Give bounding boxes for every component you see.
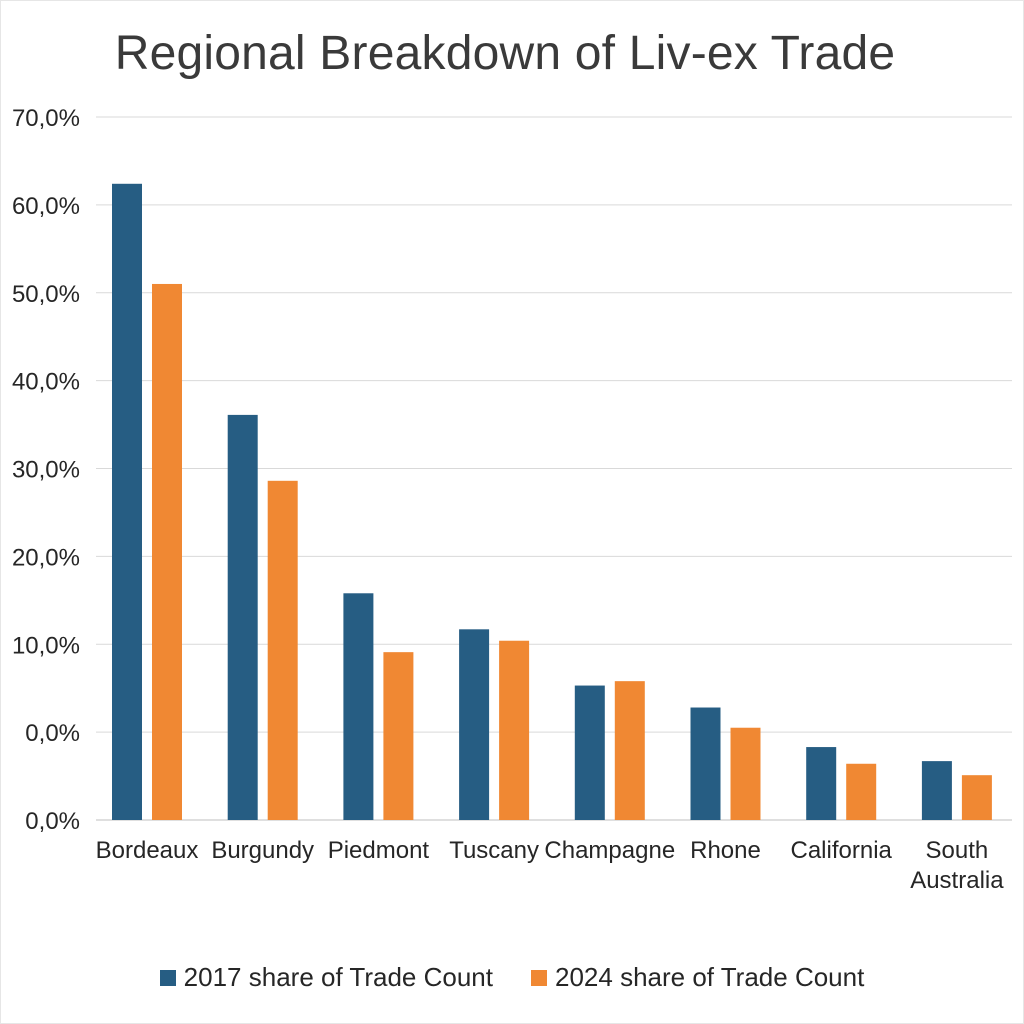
x-category-label: Rhone: [690, 837, 761, 864]
x-category-label: Piedmont: [328, 837, 430, 864]
legend-swatch-2024: [531, 969, 547, 986]
x-category-label: Bordeaux: [96, 837, 199, 864]
bar-2024-california: [846, 763, 877, 820]
legend-item-2017: 2017 share of Trade Count: [159, 962, 493, 993]
y-axis-tick-labels: 0,0% 0,0% 10,0% 20,0% 30,0% 40,0% 50,0% 60,0% 70…: [12, 105, 80, 835]
chart-title: Regional Breakdown of Liv-ex Trade: [114, 27, 896, 80]
legend-swatch-2017: [159, 969, 176, 986]
y-tick-label: 20,0%: [12, 544, 80, 571]
bar-2024-south-australia: [961, 775, 992, 820]
bar-2024-piedmont: [383, 652, 414, 820]
x-category-label: Champagne: [544, 837, 675, 864]
legend: 2017 share of Trade Count 2024 share of …: [0, 962, 1024, 993]
legend-item-2024: 2024 share of Trade Count: [531, 962, 864, 993]
legend-label-2024: 2024 share of Trade Count: [555, 962, 865, 992]
bar-2017-tuscany: [459, 629, 490, 820]
bar-2017-bordeaux: [112, 183, 142, 820]
x-category-label: South Australia: [910, 837, 1004, 894]
bar-2017-rhone: [690, 707, 721, 820]
y-tick-label: 10,0%: [12, 632, 80, 659]
y-tick-label: 40,0%: [12, 369, 80, 396]
bar-2024-bordeaux: [152, 283, 182, 820]
bar-2017-champagne: [574, 685, 605, 820]
bars: [112, 183, 992, 820]
bar-2017-piedmont: [343, 593, 374, 820]
bar-2024-tuscany: [499, 640, 530, 820]
bar-2017-burgundy: [227, 414, 258, 820]
bar-2017-california: [806, 747, 837, 820]
y-tick-label: 60,0%: [12, 193, 80, 220]
y-tick-label: 70,0%: [12, 105, 80, 132]
bar-2017-south-australia: [921, 761, 952, 820]
legend-label-2017: 2017 share of Trade Count: [183, 962, 493, 992]
y-tick-label: 0,0%: [25, 808, 80, 835]
x-category-label: Tuscany: [449, 837, 539, 864]
y-tick-label: 30,0%: [12, 457, 80, 484]
bar-2024-rhone: [730, 727, 761, 820]
y-tick-label: 0,0%: [25, 720, 80, 747]
x-category-label: California: [791, 837, 893, 864]
x-category-label: Burgundy: [211, 837, 314, 864]
bar-2024-champagne: [614, 681, 645, 820]
bar-2024-burgundy: [267, 480, 298, 820]
x-axis-category-labels: Bordeaux Burgundy Piedmont Tuscany Champagne…: [96, 837, 1005, 894]
y-tick-label: 50,0%: [12, 281, 80, 308]
